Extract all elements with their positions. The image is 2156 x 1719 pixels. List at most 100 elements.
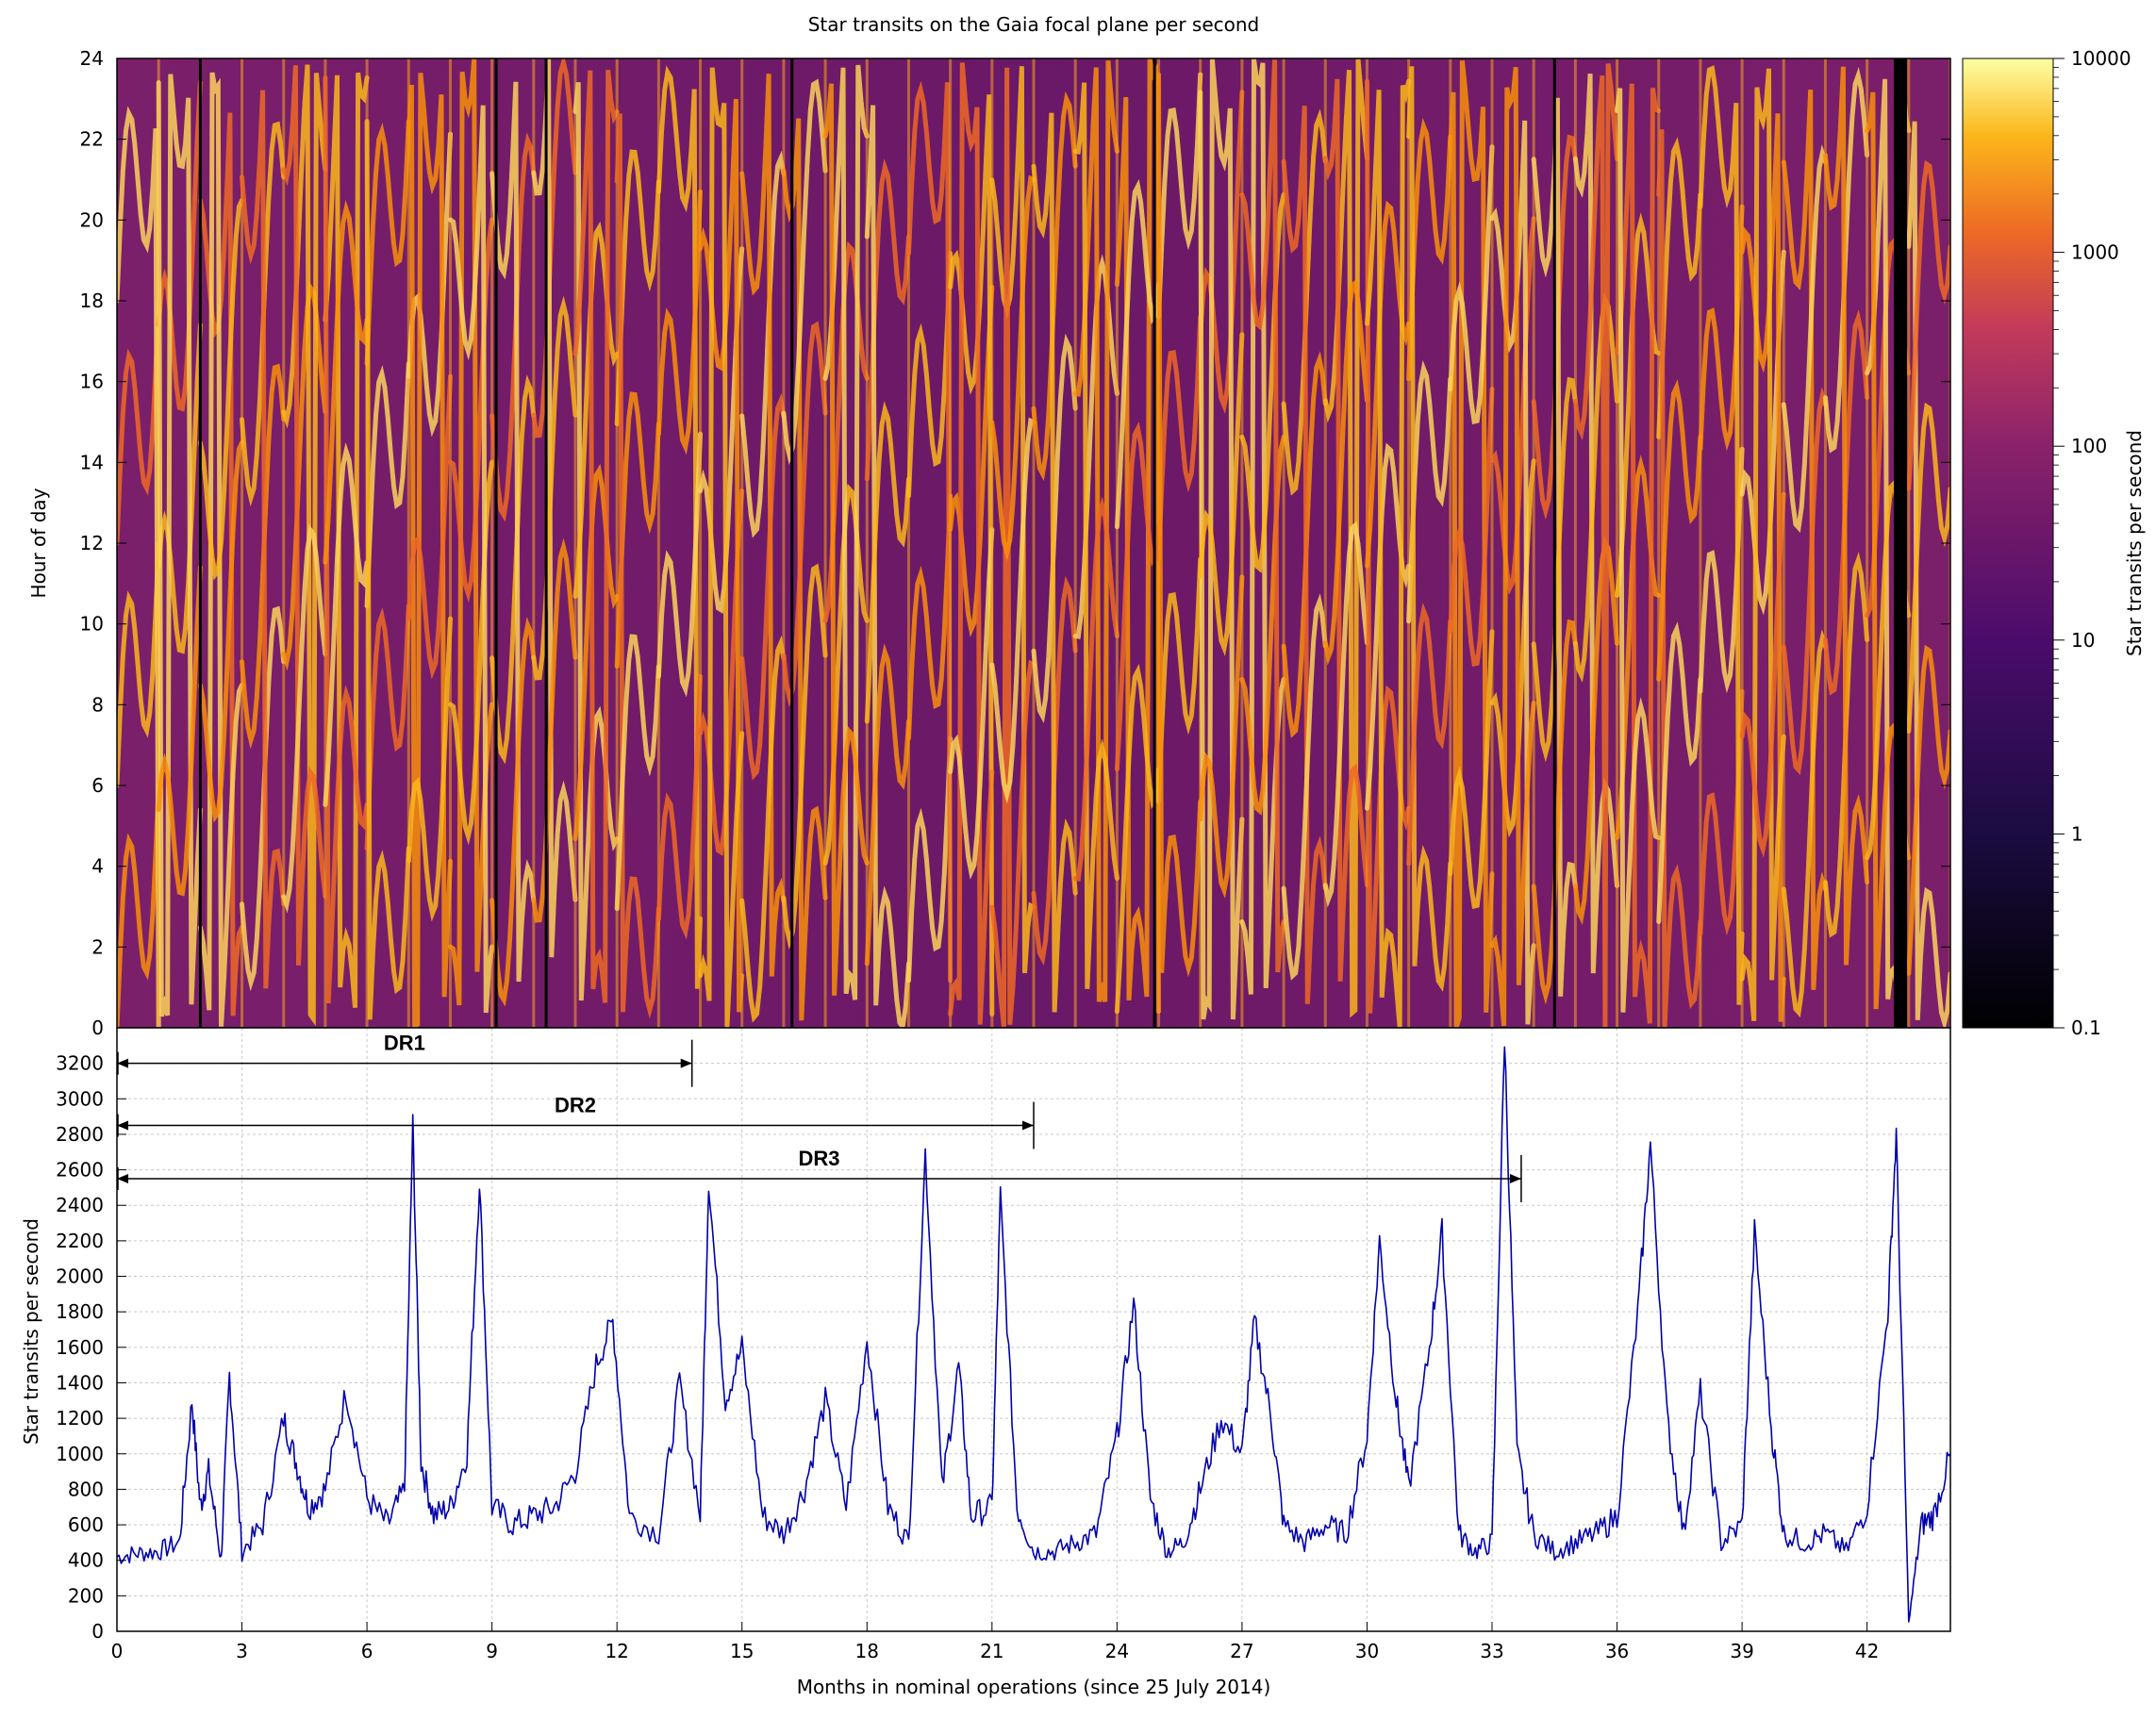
line-y-tick-label: 3200 bbox=[56, 1052, 104, 1075]
line-x-tick-label: 6 bbox=[361, 1640, 373, 1662]
heatmap-data-gaps bbox=[198, 58, 1907, 1028]
heatmap-bright-band bbox=[1448, 60, 1495, 1028]
colorbar-ticks: 0.1 1 10 100 1000 10000 bbox=[2053, 47, 2131, 1039]
line-x-tick-label: 24 bbox=[1105, 1640, 1129, 1662]
heatmap-bright-band bbox=[1114, 58, 1161, 1015]
heatmap-y-tick-label: 12 bbox=[80, 532, 104, 554]
heatmap-bright-band bbox=[572, 81, 620, 1001]
heatmap-bright-band bbox=[655, 431, 703, 698]
heatmap-bright-band bbox=[197, 72, 244, 1027]
heatmap-bright-band bbox=[489, 374, 537, 765]
heatmap-bright-band bbox=[1072, 59, 1119, 1002]
heatmap-bright-band bbox=[1322, 58, 1369, 1018]
heatmap-bright-band bbox=[1698, 446, 1745, 694]
heatmap-bright-band bbox=[1114, 178, 1161, 530]
line-y-tick-label: 400 bbox=[68, 1549, 104, 1572]
heatmap-bright-band bbox=[739, 635, 787, 1023]
heatmap-bright-band bbox=[156, 322, 203, 654]
colorbar-tick-label: 0.1 bbox=[2071, 1017, 2101, 1039]
heatmap-bright-band bbox=[489, 132, 537, 522]
line-y-tick-label: 3000 bbox=[56, 1087, 104, 1110]
heatmap-bright-band bbox=[739, 74, 787, 977]
heatmap-bright-band bbox=[364, 119, 411, 1020]
heatmap-bright-band bbox=[1572, 535, 1619, 926]
line-x-tick-label: 27 bbox=[1230, 1640, 1253, 1662]
heatmap-bright-band bbox=[1406, 66, 1453, 992]
heatmap-bright-band bbox=[1448, 144, 1495, 425]
colorbar-tick-label: 1000 bbox=[2071, 241, 2119, 264]
dr-arrow-right bbox=[1022, 1120, 1034, 1131]
heatmap-bright-band bbox=[948, 527, 995, 880]
heatmap-bright-band bbox=[1906, 402, 1950, 734]
heatmap-gap bbox=[198, 58, 202, 1028]
heatmap-bright-band bbox=[1572, 73, 1619, 974]
heatmap-bright-band bbox=[572, 221, 620, 599]
heatmap-bright-band bbox=[1031, 112, 1078, 1013]
heatmap-y-tick-label: 2 bbox=[91, 935, 104, 958]
heatmap-bright-band bbox=[1739, 68, 1786, 1021]
heatmap-bright-band bbox=[698, 67, 745, 1028]
heatmap-y-tick-label: 16 bbox=[80, 371, 104, 393]
line-y-tick-label: 2400 bbox=[56, 1194, 104, 1216]
heatmap-bright-band bbox=[1656, 379, 1703, 682]
heatmap-gap bbox=[1552, 58, 1556, 1028]
heatmap-bright-band bbox=[1781, 387, 1828, 776]
data-release-annotations: DR1 DR2 DR3 bbox=[117, 1032, 1522, 1202]
heatmap-bright-band bbox=[1781, 89, 1828, 990]
heatmap-bright-band bbox=[989, 174, 1037, 562]
series-line-transits bbox=[116, 1046, 1951, 1623]
colorbar-tick-label: 10000 bbox=[2071, 47, 2131, 70]
heatmap-bright-band bbox=[406, 616, 453, 922]
heatmap-bright-band bbox=[1489, 67, 1536, 1027]
heatmap-bright-band bbox=[1739, 113, 1786, 1022]
heatmap-y-tick-label: 6 bbox=[91, 774, 104, 797]
heatmap-bright-band bbox=[197, 439, 244, 823]
heatmap-bright-band bbox=[117, 106, 161, 1028]
line-x-tick-label: 18 bbox=[855, 1640, 879, 1662]
heatmap-bright-band bbox=[1656, 621, 1703, 924]
line-y-tick-label: 800 bbox=[68, 1478, 104, 1500]
line-y-tick-label: 2600 bbox=[56, 1159, 104, 1182]
heatmap-bright-band bbox=[1823, 66, 1870, 966]
heatmap-bright-band bbox=[156, 74, 203, 1017]
heatmap-bright-band bbox=[1698, 688, 1745, 936]
line-y-tick-label: 1800 bbox=[56, 1300, 104, 1323]
heatmap-gap bbox=[494, 58, 498, 1028]
heatmap-bright-band bbox=[240, 90, 287, 989]
line-y-label: Star transits per second bbox=[20, 1218, 42, 1445]
colorbar: 0.1 1 10 100 1000 10000 Star transits per sec… bbox=[1962, 47, 2146, 1039]
line-x-tick-label: 15 bbox=[730, 1640, 754, 1662]
heatmap-bright-band bbox=[1906, 644, 1950, 976]
line-x-tick-label: 33 bbox=[1480, 1640, 1503, 1662]
heatmap-bright-band bbox=[281, 65, 328, 966]
heatmap-bright-band bbox=[989, 66, 1037, 974]
heatmap-bright-band bbox=[739, 150, 787, 538]
heatmap-bright-band bbox=[1448, 629, 1495, 910]
heatmap-bright-band bbox=[117, 298, 161, 546]
heatmap-bright-band bbox=[655, 65, 703, 989]
heatmap-bright-band bbox=[281, 523, 328, 914]
heatmap-bright-band bbox=[1322, 278, 1369, 666]
line-x-tick-label: 30 bbox=[1355, 1640, 1379, 1662]
line-y-tick-label: 2800 bbox=[56, 1123, 104, 1146]
heatmap-bright-band bbox=[1489, 120, 1536, 1025]
dr-label: DR3 bbox=[798, 1147, 839, 1170]
heatmap-bright-band bbox=[1823, 66, 1870, 454]
heatmap-bright-band bbox=[448, 105, 495, 1014]
heatmap-bright-band bbox=[323, 200, 370, 565]
heatmap-bright-band bbox=[406, 73, 453, 1028]
heatmap-bright-band bbox=[948, 285, 995, 637]
heatmap-bright-band bbox=[572, 463, 620, 841]
line-x-ticks: 0 3 6 9 12 15 18 21 24 27 30 33 36 39 42 bbox=[111, 1622, 1879, 1662]
heatmap-bright-band bbox=[1114, 663, 1161, 1015]
line-x-tick-label: 0 bbox=[111, 1640, 124, 1662]
colorbar-label: Star transits per second bbox=[2123, 430, 2146, 656]
line-x-tick-label: 39 bbox=[1730, 1640, 1753, 1662]
line-y-tick-label: 1000 bbox=[56, 1443, 104, 1465]
line-y-ticks: 0 200 400 600 800 1000 1200 1400 1600 1800 2000 220… bbox=[56, 1052, 126, 1643]
heatmap-bright-band bbox=[531, 58, 578, 958]
line-x-tick-label: 21 bbox=[980, 1640, 1003, 1662]
heatmap-bright-band bbox=[1365, 78, 1412, 1028]
chart-title: Star transits on the Gaia focal plane pe… bbox=[808, 13, 1260, 36]
